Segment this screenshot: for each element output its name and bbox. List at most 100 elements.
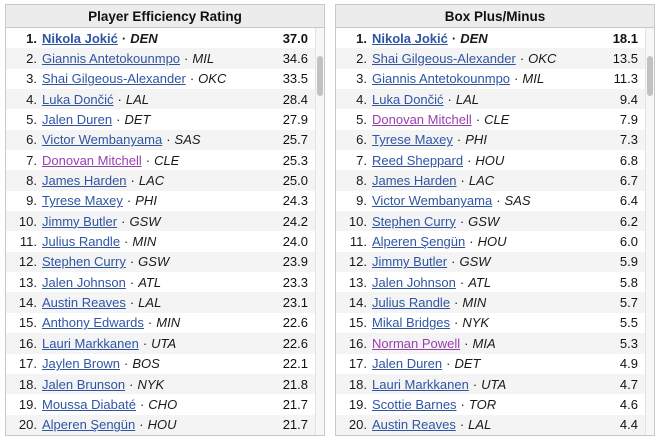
player-link[interactable]: Lauri Markkanen bbox=[42, 335, 139, 351]
stat-value: 5.7 bbox=[619, 295, 638, 311]
player-link[interactable]: James Harden bbox=[42, 173, 127, 189]
player-link[interactable]: Jimmy Butler bbox=[372, 254, 448, 270]
team-abbr: HOU bbox=[475, 152, 505, 168]
table-row: 13. Jalen Johnson · ATL 5.8 bbox=[336, 272, 654, 292]
team-abbr: DET bbox=[124, 112, 151, 128]
player-link[interactable]: Nikola Jokić bbox=[42, 30, 118, 46]
rank: 10. bbox=[348, 213, 367, 229]
table-row: 11. Julius Randle · MIN 24.0 bbox=[6, 231, 324, 251]
rank: 18. bbox=[348, 376, 367, 392]
rows: 1. Nikola Jokić · DEN 37.0 2. Giannis An… bbox=[6, 28, 324, 435]
team-abbr: LAL bbox=[138, 295, 162, 311]
player-link[interactable]: Luka Dončić bbox=[42, 91, 114, 107]
player-link[interactable]: Tyrese Maxey bbox=[372, 132, 453, 148]
separator: · bbox=[130, 173, 135, 189]
rank: 16. bbox=[18, 335, 37, 351]
scrollbar-thumb[interactable] bbox=[317, 56, 323, 96]
separator: · bbox=[459, 417, 465, 433]
table-row: 2. Giannis Antetokounmpo · MIL 34.6 bbox=[6, 48, 324, 69]
player-link[interactable]: Victor Wembanyama bbox=[372, 193, 493, 209]
player-link[interactable]: Julius Randle bbox=[372, 295, 451, 311]
bpm-leaderboard-panel: Box Plus/Minus 1. Nikola Jokić · DEN 18.… bbox=[335, 4, 655, 436]
team-abbr: CHO bbox=[148, 396, 178, 412]
separator: · bbox=[142, 335, 148, 351]
table-row: 18. Lauri Markkanen · UTA 4.7 bbox=[336, 373, 654, 395]
player-link[interactable]: Austin Reaves bbox=[372, 417, 456, 433]
player-link[interactable]: Scottie Barnes bbox=[372, 396, 457, 412]
team-abbr: OKC bbox=[528, 51, 557, 67]
table-row: 9. Victor Wembanyama · SAS 6.4 bbox=[336, 191, 654, 211]
team-abbr: MIL bbox=[192, 51, 215, 67]
team-abbr: MIN bbox=[462, 295, 487, 311]
stat-value: 23.9 bbox=[282, 254, 308, 270]
separator: · bbox=[451, 30, 457, 46]
stat-value: 24.2 bbox=[282, 213, 308, 229]
team-abbr: GSW bbox=[459, 254, 491, 270]
player-link[interactable]: Reed Sheppard bbox=[372, 152, 464, 168]
player-link[interactable]: Alperen Şengün bbox=[372, 234, 466, 250]
stat-value: 21.7 bbox=[282, 417, 308, 433]
player-link[interactable]: James Harden bbox=[372, 173, 457, 189]
player-link[interactable]: Norman Powell bbox=[372, 335, 461, 351]
separator: · bbox=[126, 193, 132, 209]
player-link[interactable]: Lauri Markkanen bbox=[372, 376, 469, 392]
player-link[interactable]: Giannis Antetokounmpo bbox=[372, 71, 511, 87]
player-link[interactable]: Jalen Duren bbox=[42, 112, 113, 128]
player-link[interactable]: Victor Wembanyama bbox=[42, 132, 163, 148]
table-row: 17. Jalen Duren · DET 4.9 bbox=[336, 354, 654, 374]
separator: · bbox=[117, 91, 122, 107]
rank: 11. bbox=[19, 234, 37, 250]
stat-value: 25.0 bbox=[282, 173, 308, 189]
rank: 8. bbox=[356, 173, 367, 189]
scrollbar[interactable] bbox=[645, 28, 654, 435]
player-link[interactable]: Donovan Mitchell bbox=[372, 112, 472, 128]
scrollbar[interactable] bbox=[315, 28, 324, 435]
stat-value: 13.5 bbox=[612, 51, 638, 67]
table-row: 1. Nikola Jokić · DEN 18.1 bbox=[336, 28, 654, 48]
table-row: 12. Jimmy Butler · GSW 5.9 bbox=[336, 251, 654, 273]
player-link[interactable]: Mikal Bridges bbox=[372, 315, 451, 331]
player-link[interactable]: Jimmy Butler bbox=[42, 213, 118, 229]
player-link[interactable]: Moussa Diabaté bbox=[42, 396, 136, 412]
player-link[interactable]: Austin Reaves bbox=[42, 295, 126, 311]
separator: · bbox=[145, 152, 151, 168]
player-link[interactable]: Alperen Şengün bbox=[42, 417, 136, 433]
player-link[interactable]: Luka Dončić bbox=[372, 91, 444, 107]
table-header: Player Efficiency Rating bbox=[6, 5, 324, 28]
team-abbr: DEN bbox=[130, 30, 158, 46]
player-link[interactable]: Stephen Curry bbox=[372, 213, 456, 229]
table-row: 3. Shai Gilgeous-Alexander · OKC 33.5 bbox=[6, 69, 324, 89]
team-abbr: CLE bbox=[484, 112, 510, 128]
player-link[interactable]: Tyrese Maxey bbox=[42, 193, 123, 209]
player-link[interactable]: Shai Gilgeous-Alexander bbox=[42, 71, 186, 87]
player-link[interactable]: Nikola Jokić bbox=[372, 30, 448, 46]
stat-value: 28.4 bbox=[282, 91, 308, 107]
player-link[interactable]: Jalen Johnson bbox=[372, 274, 456, 290]
player-link[interactable]: Donovan Mitchell bbox=[42, 152, 142, 168]
rank: 3. bbox=[26, 71, 37, 87]
player-link[interactable]: Giannis Antetokounmpo bbox=[42, 51, 181, 67]
player-link[interactable]: Julius Randle bbox=[42, 234, 121, 250]
player-link[interactable]: Anthony Edwards bbox=[42, 315, 144, 331]
stat-value: 25.3 bbox=[282, 152, 308, 168]
stat-value: 5.8 bbox=[619, 274, 638, 290]
scrollbar-thumb[interactable] bbox=[647, 56, 653, 96]
rank: 12. bbox=[18, 254, 37, 270]
separator: · bbox=[121, 30, 127, 46]
separator: · bbox=[519, 51, 525, 67]
stat-value: 7.9 bbox=[619, 112, 638, 128]
table-row: 6. Victor Wembanyama · SAS 25.7 bbox=[6, 129, 324, 151]
player-link[interactable]: Jalen Brunson bbox=[42, 376, 126, 392]
team-abbr: TOR bbox=[468, 396, 497, 412]
table-title: Box Plus/Minus bbox=[444, 8, 546, 24]
player-link[interactable]: Jalen Johnson bbox=[42, 274, 126, 290]
rank: 16. bbox=[348, 335, 367, 351]
team-abbr: LAL bbox=[125, 91, 150, 107]
stat-value: 33.5 bbox=[282, 71, 308, 87]
player-link[interactable]: Stephen Curry bbox=[42, 254, 126, 270]
team-abbr: PHI bbox=[465, 132, 487, 148]
rank: 14. bbox=[18, 295, 37, 311]
player-link[interactable]: Shai Gilgeous-Alexander bbox=[372, 51, 516, 67]
player-link[interactable]: Jalen Duren bbox=[372, 356, 443, 372]
player-link[interactable]: Jaylen Brown bbox=[42, 356, 121, 372]
